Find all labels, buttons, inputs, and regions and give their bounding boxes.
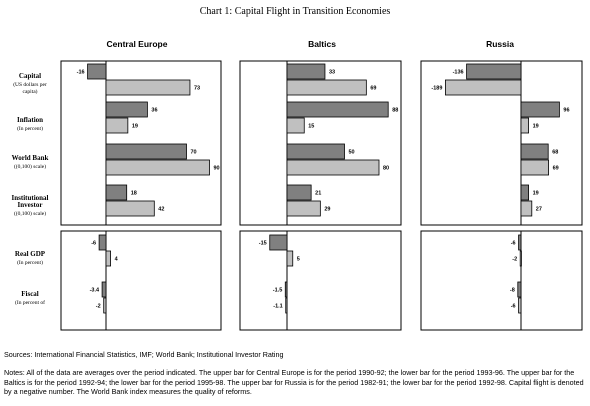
- value-label-russia-real-gdp-lower: -2: [512, 257, 517, 263]
- row-sublabel-real-gdp: (In percent): [17, 259, 43, 266]
- row-sublabel-inflation: (In percent): [17, 125, 43, 132]
- bar-russia-capital-lower: [444, 79, 522, 96]
- row-label-inflation: Inflation: [17, 116, 43, 124]
- value-label-baltics-world-bank-lower: 80: [383, 166, 389, 172]
- bar-baltics-institutional-investor-upper: [286, 184, 312, 201]
- bar-central-europe-fiscal-upper: [101, 281, 107, 298]
- value-label-russia-inflation-lower: 19: [533, 124, 539, 130]
- column-header-russia: Russia: [486, 39, 514, 49]
- row-label-capital: Capital: [19, 72, 41, 80]
- panel-group-central-europe: -16 73 36 19 70 90 18 42 -6 4 -3.4 -2: [60, 60, 222, 331]
- bar-russia-real-gdp-upper: [518, 234, 522, 251]
- bar-russia-world-bank-upper: [520, 143, 549, 160]
- bar-russia-institutional-investor-upper: [520, 184, 529, 201]
- bar-central-europe-capital-lower: [105, 79, 191, 96]
- bar-baltics-fiscal-lower: [285, 297, 288, 314]
- bar-baltics-capital-lower: [286, 79, 367, 96]
- value-label-central-europe-world-bank-lower: 90: [214, 166, 220, 172]
- bar-russia-inflation-lower: [520, 117, 529, 134]
- value-label-baltics-capital-upper: 33: [329, 70, 335, 76]
- bar-baltics-fiscal-upper: [284, 281, 288, 298]
- bar-central-europe-capital-upper: [87, 63, 107, 80]
- value-label-russia-fiscal-lower: -6: [511, 304, 516, 310]
- row-sublabel-capital: (US dollars per capita): [13, 81, 47, 95]
- bar-central-europe-inflation-lower: [105, 117, 129, 134]
- row-label-real-gdp: Real GDP: [15, 250, 46, 258]
- bar-central-europe-real-gdp-upper: [98, 234, 107, 251]
- bar-russia-real-gdp-lower: [519, 250, 522, 267]
- bar-baltics-world-bank-lower: [286, 159, 380, 176]
- value-label-baltics-inflation-upper: 88: [392, 108, 398, 114]
- sources-note: Sources: International Financial Statist…: [4, 350, 284, 359]
- value-label-russia-institutional-investor-upper: 19: [533, 191, 539, 197]
- bar-russia-fiscal-lower: [518, 297, 522, 314]
- value-label-central-europe-inflation-lower: 19: [132, 124, 138, 130]
- value-label-central-europe-fiscal-upper: -3.4: [90, 288, 100, 294]
- panel-central-europe-lower: [60, 230, 222, 331]
- bar-central-europe-institutional-investor-lower: [105, 200, 155, 217]
- value-label-central-europe-institutional-investor-lower: 42: [158, 207, 164, 213]
- bar-baltics-inflation-upper: [286, 101, 389, 118]
- value-label-russia-world-bank-lower: 69: [553, 166, 559, 172]
- bar-central-europe-real-gdp-lower: [105, 250, 111, 267]
- bar-baltics-world-bank-upper: [286, 143, 345, 160]
- bar-russia-inflation-upper: [520, 101, 560, 118]
- value-label-central-europe-capital-lower: 73: [194, 86, 200, 92]
- value-label-russia-capital-upper: -136: [453, 70, 464, 76]
- panel-group-baltics: 33 69 88 15 50 80 21 29 -15 5 -1.5 -1.1: [239, 60, 402, 331]
- value-label-baltics-institutional-investor-lower: 29: [324, 207, 330, 213]
- value-label-russia-inflation-upper: 96: [563, 108, 569, 114]
- bar-baltics-institutional-investor-lower: [286, 200, 321, 217]
- chart-title: Chart 1: Capital Flight in Transition Ec…: [200, 6, 391, 17]
- row-sublabel-world-bank: ((0,100) scale): [14, 163, 46, 170]
- value-label-baltics-institutional-investor-upper: 21: [315, 191, 321, 197]
- value-label-russia-real-gdp-upper: -6: [511, 241, 516, 247]
- panel-baltics-lower: [239, 230, 402, 331]
- value-label-baltics-inflation-lower: 15: [308, 124, 314, 130]
- panel-group-russia: -136 -189 96 19 68 69 19 27 -6 -2 -8 -6: [420, 60, 583, 331]
- value-label-baltics-real-gdp-lower: 5: [297, 257, 300, 263]
- value-label-central-europe-real-gdp-lower: 4: [115, 257, 119, 263]
- row-sublabel-fiscal: (In percent of: [15, 299, 45, 306]
- bar-baltics-inflation-lower: [286, 117, 305, 134]
- row-label-world-bank: World Bank: [12, 154, 49, 162]
- value-label-central-europe-institutional-investor-upper: 18: [131, 191, 137, 197]
- bar-baltics-real-gdp-upper: [269, 234, 288, 251]
- value-label-russia-fiscal-upper: -8: [510, 288, 515, 294]
- bar-russia-capital-upper: [466, 63, 522, 80]
- value-label-central-europe-world-bank-upper: 70: [191, 150, 197, 156]
- row-label-institutional-investor: Institutional Investor: [12, 194, 49, 209]
- bar-central-europe-fiscal-lower: [103, 297, 107, 314]
- row-sublabel-institutional-investor: ((0,100) scale): [14, 210, 46, 217]
- bar-central-europe-world-bank-lower: [105, 159, 210, 176]
- bar-baltics-real-gdp-lower: [286, 250, 294, 267]
- value-label-baltics-capital-lower: 69: [370, 86, 376, 92]
- column-header-central-europe: Central Europe: [107, 39, 168, 49]
- value-label-central-europe-real-gdp-upper: -6: [91, 241, 96, 247]
- bar-central-europe-inflation-upper: [105, 101, 148, 118]
- bar-russia-world-bank-lower: [520, 159, 550, 176]
- value-label-baltics-fiscal-upper: -1.5: [273, 288, 282, 294]
- value-label-russia-world-bank-upper: 68: [552, 150, 558, 156]
- bar-central-europe-institutional-investor-upper: [105, 184, 128, 201]
- value-label-central-europe-inflation-upper: 36: [151, 108, 157, 114]
- bar-russia-institutional-investor-lower: [520, 200, 533, 217]
- value-label-baltics-real-gdp-upper: -15: [259, 241, 267, 247]
- value-label-russia-institutional-investor-lower: 27: [536, 207, 542, 213]
- bar-central-europe-world-bank-upper: [105, 143, 187, 160]
- notes-text: Notes: All of the data are averages over…: [4, 368, 584, 397]
- column-header-baltics: Baltics: [308, 39, 336, 49]
- bar-baltics-capital-upper: [286, 63, 326, 80]
- value-label-central-europe-fiscal-lower: -2: [96, 304, 101, 310]
- panel-russia-lower: [420, 230, 583, 331]
- row-label-fiscal: Fiscal: [21, 290, 39, 298]
- value-label-central-europe-capital-upper: -16: [77, 70, 85, 76]
- value-label-russia-capital-lower: -189: [431, 86, 442, 92]
- value-label-baltics-fiscal-lower: -1.1: [273, 304, 282, 310]
- value-label-baltics-world-bank-upper: 50: [349, 150, 355, 156]
- chart-area: Chart 1: Capital Flight in Transition Ec…: [12, 6, 583, 331]
- bar-russia-fiscal-upper: [517, 281, 522, 298]
